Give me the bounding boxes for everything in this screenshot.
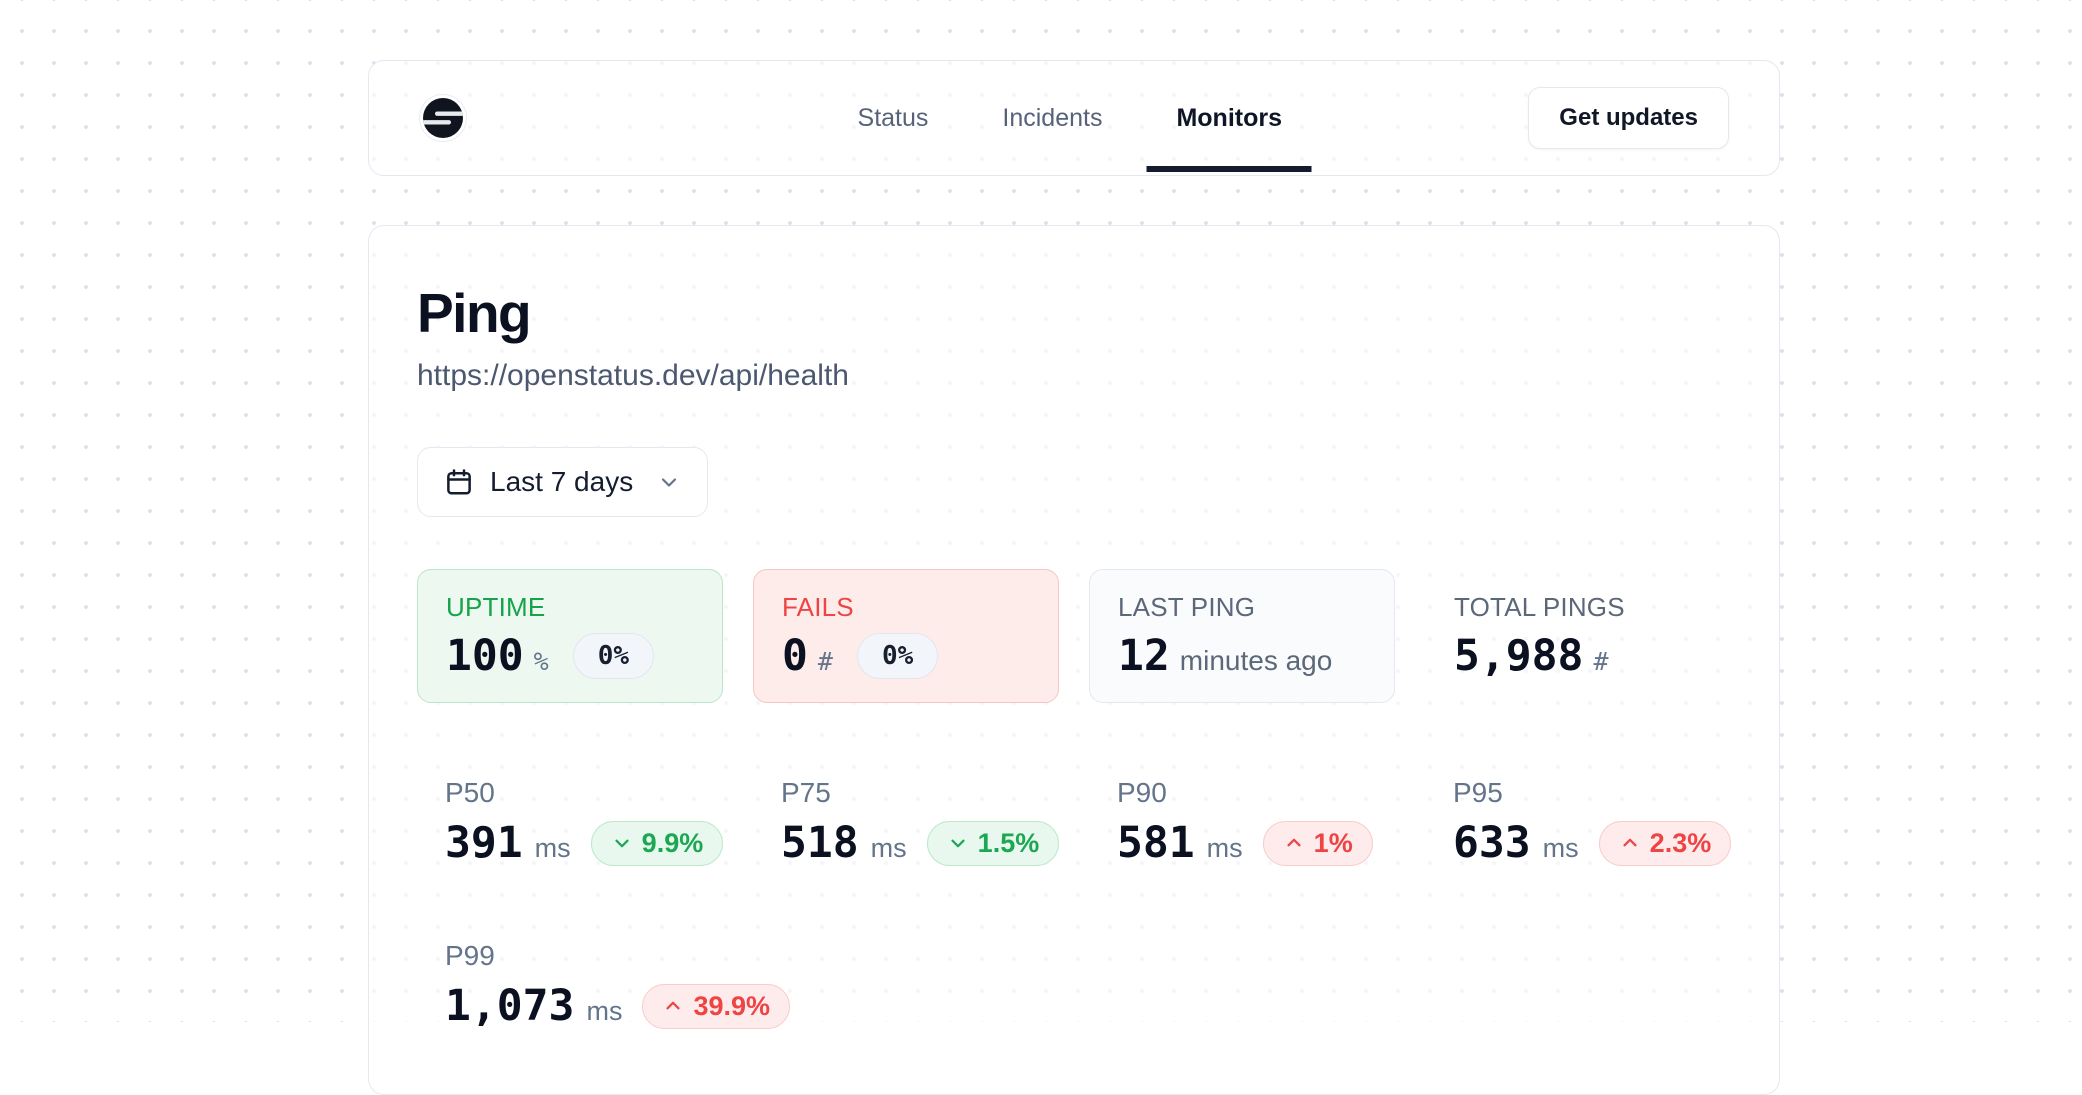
chevron-up-icon	[666, 1001, 681, 1010]
page-title: Ping	[417, 282, 532, 344]
uptime-label: UPTIME	[446, 592, 546, 623]
nav-tabs: Status Incidents Monitors	[858, 61, 1312, 175]
p50-label: P50	[445, 777, 495, 809]
tab-status[interactable]: Status	[858, 61, 929, 175]
top-nav-bar: Status Incidents Monitors Get updates	[368, 60, 1780, 176]
fails-value: 0	[782, 631, 808, 682]
p95-trend-badge: 2.3%	[1598, 820, 1732, 866]
chevron-down-icon	[615, 839, 629, 848]
get-updates-label: Get updates	[1559, 104, 1698, 131]
fails-delta-badge: 0%	[856, 633, 939, 680]
percentiles-grid: P50 391 ms 9.9% P75 518 ms 1.5%	[417, 777, 1732, 1032]
uptime-stat-card: UPTIME 100 % 0%	[417, 569, 723, 704]
p99-stat: P99 1,073 ms 39.9%	[417, 940, 791, 1032]
fails-unit: #	[817, 647, 833, 677]
openstatus-logo-icon	[419, 94, 467, 142]
monitor-detail-card: Ping https://openstatus.dev/api/health L…	[368, 225, 1780, 1095]
p75-unit: ms	[870, 833, 907, 864]
chevron-up-icon	[1623, 838, 1637, 847]
total-pings-label: TOTAL PINGS	[1454, 592, 1625, 623]
p50-trend-badge: 9.9%	[590, 820, 724, 866]
p75-stat: P75 518 ms 1.5%	[753, 777, 1060, 869]
get-updates-button[interactable]: Get updates	[1528, 87, 1729, 149]
chevron-up-icon	[1287, 838, 1301, 847]
tab-incidents[interactable]: Incidents	[1002, 61, 1102, 175]
tab-status-label: Status	[857, 103, 929, 132]
p50-stat: P50 391 ms 9.9%	[417, 777, 724, 869]
calendar-icon	[447, 469, 471, 495]
p90-label: P90	[1117, 777, 1167, 809]
p90-value: 581	[1117, 818, 1195, 869]
total-pings-value: 5,988	[1454, 631, 1584, 682]
p90-stat: P90 581 ms 1%	[1089, 777, 1395, 868]
chevron-down-icon	[951, 839, 965, 848]
p95-unit: ms	[1542, 833, 1579, 864]
p75-trend-badge: 1.5%	[926, 820, 1060, 866]
p90-unit: ms	[1206, 833, 1243, 864]
p90-delta: 1%	[1313, 827, 1353, 858]
p95-label: P95	[1453, 777, 1503, 809]
p50-unit: ms	[534, 833, 571, 864]
fails-stat-card: FAILS 0 # 0%	[753, 569, 1059, 704]
last-ping-unit: minutes ago	[1179, 645, 1333, 677]
p99-label: P99	[445, 940, 495, 972]
uptime-value: 100	[446, 631, 524, 682]
p50-value: 391	[445, 818, 523, 869]
period-select[interactable]: Last 7 days	[417, 447, 709, 518]
p95-stat: P95 633 ms 2.3%	[1425, 777, 1732, 869]
tab-monitors-label: Monitors	[1176, 103, 1282, 132]
monitor-url: https://openstatus.dev/api/health	[417, 359, 849, 393]
p75-delta: 1.5%	[977, 827, 1040, 858]
p75-label: P75	[781, 777, 831, 809]
openstatus-logo[interactable]	[419, 94, 467, 142]
fails-label: FAILS	[782, 592, 854, 623]
p95-value: 633	[1453, 818, 1531, 869]
p50-delta: 9.9%	[641, 827, 704, 858]
last-ping-stat-card: LAST PING 12 minutes ago	[1089, 569, 1395, 704]
p75-value: 518	[781, 818, 859, 869]
p99-delta: 39.9%	[693, 990, 771, 1021]
last-ping-value: 12	[1118, 631, 1170, 682]
p99-unit: ms	[586, 996, 623, 1027]
p99-trend-badge: 39.9%	[642, 983, 791, 1029]
tab-monitors[interactable]: Monitors	[1146, 61, 1312, 175]
period-select-label: Last 7 days	[490, 466, 634, 498]
tab-incidents-label: Incidents	[1002, 103, 1103, 132]
uptime-unit: %	[533, 647, 549, 677]
total-pings-unit: #	[1593, 647, 1609, 677]
p90-trend-badge: 1%	[1262, 820, 1373, 866]
uptime-delta-badge: 0%	[572, 633, 655, 680]
last-ping-label: LAST PING	[1118, 592, 1256, 623]
total-pings-stat: TOTAL PINGS 5,988 #	[1425, 569, 1731, 703]
chevron-down-icon	[662, 478, 677, 487]
p95-delta: 2.3%	[1649, 827, 1712, 858]
p99-value: 1,073	[445, 981, 575, 1032]
stats-row: UPTIME 100 % 0% FAILS 0 # 0% LAST PING 1…	[417, 569, 1731, 704]
